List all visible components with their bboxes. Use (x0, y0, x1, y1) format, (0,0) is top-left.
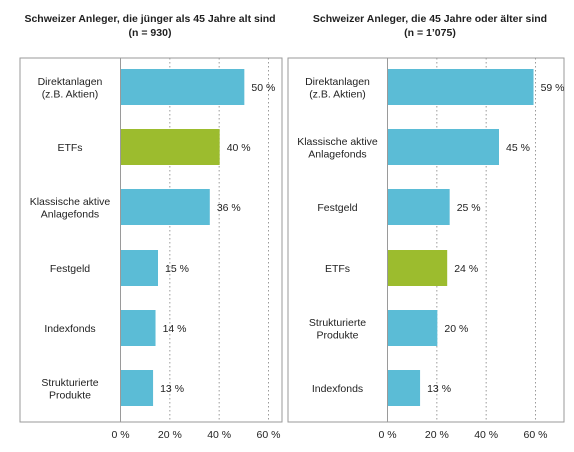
left-category-label-line: Anlagefonds (41, 208, 99, 220)
left-category-label-line: (z.B. Aktien) (42, 88, 99, 100)
right-category-label-line: Festgeld (317, 202, 357, 214)
right-x-tick-label: 40 % (474, 429, 498, 441)
right-category-label: Klassische aktive Anlagefonds (297, 136, 378, 161)
right-bar (388, 69, 534, 105)
left-x-tick-label: 40 % (207, 429, 231, 441)
left-value-label: 36 % (217, 202, 241, 214)
right-bar (388, 250, 448, 286)
right-value-label: 45 % (506, 142, 530, 154)
left-category-label-line: ETFs (57, 142, 82, 154)
right-value-label: 20 % (444, 323, 468, 335)
right-category-label-line: Indexfonds (312, 383, 363, 395)
right-bar (388, 129, 499, 165)
left-bar (121, 370, 154, 406)
right-chart-title-text: Schweizer Anleger, die 45 Jahre oder ält… (312, 13, 548, 25)
right-category-label-line: Produkte (316, 329, 358, 341)
right-category-label: ETFs (325, 263, 350, 275)
left-x-tick-label: 0 % (111, 429, 129, 441)
right-chart-subtitle: (n = 1’075) (404, 27, 456, 39)
left-value-label: 50 % (251, 82, 275, 94)
left-category-label: ETFs (57, 142, 82, 154)
right-chart-title: Schweizer Anleger, die 45 Jahre oder ält… (285, 12, 574, 40)
left-category-label-line: Direktanlagen (38, 76, 103, 88)
left-category-label-line: Strukturierte (41, 377, 98, 389)
left-category-label: Klassische aktive Anlagefonds (30, 196, 111, 221)
left-chart-title: Schweizer Anleger, die jünger als 45 Jah… (0, 12, 300, 40)
left-value-label: 13 % (160, 383, 184, 395)
right-category-label-line: ETFs (325, 263, 350, 275)
right-category-label-line: (z.B. Aktien) (309, 88, 366, 100)
left-bar (121, 310, 156, 346)
right-x-tick-label: 60 % (524, 429, 548, 441)
left-chart-frame (19, 57, 283, 423)
right-bar (388, 370, 421, 406)
right-value-label: 24 % (454, 263, 478, 275)
left-value-label: 40 % (227, 142, 251, 154)
right-x-tick-label: 20 % (425, 429, 449, 441)
right-bar (388, 310, 438, 346)
left-category-label: Strukturierte Produkte (41, 377, 98, 402)
left-bar (121, 250, 158, 286)
right-category-label-line: Klassische aktive (297, 136, 378, 148)
left-chart-subtitle: (n = 930) (128, 27, 172, 39)
right-value-label: 13 % (427, 383, 451, 395)
right-category-label-line: Strukturierte (309, 317, 366, 329)
left-category-label-line: Produkte (49, 389, 91, 401)
left-bar (121, 129, 220, 165)
left-chart-title-text: Schweizer Anleger, die jünger als 45 Jah… (24, 13, 276, 25)
left-category-label: Indexfonds (44, 323, 95, 335)
left-category-label-line: Klassische aktive (30, 196, 111, 208)
right-chart-frame (287, 57, 565, 423)
right-x-tick-label: 0 % (378, 429, 396, 441)
left-x-tick-label: 60 % (257, 429, 281, 441)
left-category-label-line: Festgeld (50, 263, 90, 275)
right-bar (388, 189, 450, 225)
right-category-label: Festgeld (317, 202, 357, 214)
right-category-label: Indexfonds (312, 383, 363, 395)
right-value-label: 25 % (457, 202, 481, 214)
left-category-label: Festgeld (50, 263, 90, 275)
right-category-label-line: Anlagefonds (308, 148, 366, 160)
left-x-tick-label: 20 % (158, 429, 182, 441)
right-category-label: Strukturierte Produkte (309, 317, 366, 342)
left-value-label: 15 % (165, 263, 189, 275)
left-category-label-line: Indexfonds (44, 323, 95, 335)
right-value-label: 59 % (541, 82, 565, 94)
left-value-label: 14 % (163, 323, 187, 335)
left-bar (121, 189, 210, 225)
right-category-label-line: Direktanlagen (305, 76, 370, 88)
left-category-label: Direktanlagen (z.B. Aktien) (38, 76, 103, 101)
right-category-label: Direktanlagen (z.B. Aktien) (305, 76, 370, 101)
left-bar (121, 69, 245, 105)
